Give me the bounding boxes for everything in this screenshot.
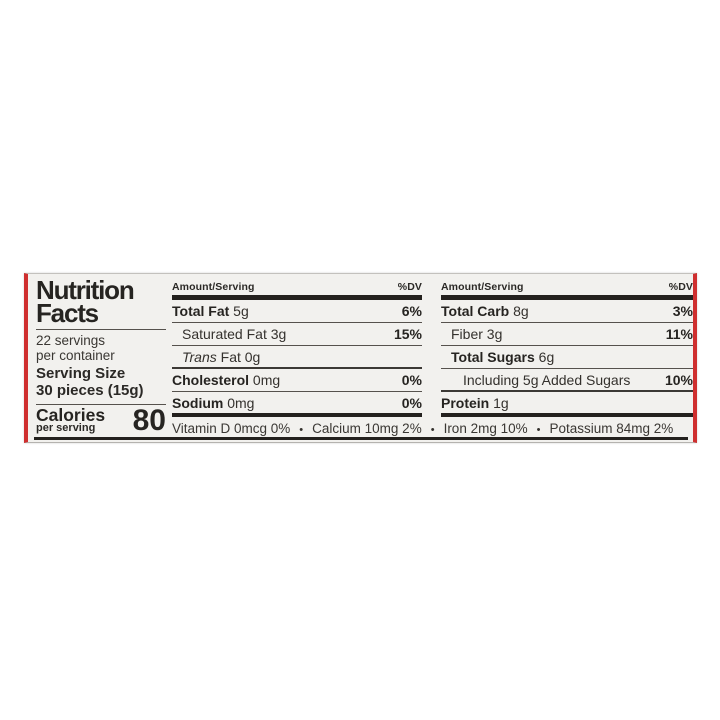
nutrient-name: Trans Fat 0g — [182, 348, 261, 365]
nutrient-name: Total Carb 8g — [441, 303, 529, 319]
percent-dv-header: %DV — [397, 281, 422, 293]
divider — [36, 329, 166, 330]
bottom-rule — [34, 437, 688, 440]
divider — [36, 404, 166, 405]
bullet-separator: • — [299, 424, 304, 436]
nutrient-rows-right: Total Carb 8g 3% Fiber 3g 11% Total Sugars 6… — [441, 300, 693, 417]
amount-per-serving-header: Amount/Serving — [441, 281, 524, 293]
nutrient-name: Including 5g Added Sugars — [463, 371, 631, 388]
label-title: Nutrition Facts — [36, 275, 170, 328]
nutrient-dv-value: 3% — [672, 303, 693, 319]
nutrient-row: Total Carb 8g 3% — [441, 300, 693, 323]
nutrient-row: Saturated Fat 3g 15% — [172, 323, 422, 346]
nutrient-row: Total Sugars 6g — [441, 346, 693, 369]
nutrient-dv-value: 11% — [665, 326, 693, 342]
nutrient-name: Total Sugars 6g — [451, 349, 555, 365]
calories-sublabel: per serving — [36, 422, 96, 434]
nutrient-name: Saturated Fat 3g — [182, 326, 287, 342]
nutrient-dv-value: 6% — [401, 303, 422, 319]
serving-size: Serving Size 30 pieces (15g) — [36, 365, 170, 399]
calories-label-block: Calories per serving — [36, 405, 106, 434]
thick-bar — [441, 295, 693, 300]
vitamin-item: Calcium 10mg 2% — [312, 421, 422, 436]
nutrient-name: Sodium 0mg — [172, 394, 255, 411]
nutrient-name: Fiber 3g — [451, 326, 503, 342]
nutrient-dv-value: 0% — [401, 394, 422, 411]
nutrition-column-left: Nutrition Facts 22 servings per containe… — [36, 275, 170, 437]
column-header: Amount/Serving %DV — [172, 282, 422, 293]
bullet-separator: • — [430, 424, 435, 436]
label-title-line2: Facts — [36, 298, 99, 328]
nutrient-name: Cholesterol 0mg — [172, 372, 281, 388]
nutrient-dv-value: 0% — [401, 372, 422, 388]
nutrient-name: Total Fat 5g — [172, 303, 249, 319]
nutrient-row: Including 5g Added Sugars 10% — [441, 369, 693, 392]
servings-per-container: 22 servings per container — [36, 333, 170, 363]
nutrient-name: Protein 1g — [441, 394, 509, 411]
nutrient-row: Sodium 0mg 0% — [172, 392, 422, 417]
label-title-line1: Nutrition — [36, 275, 135, 305]
nutrient-row: Protein 1g — [441, 392, 693, 417]
bullet-separator: • — [536, 424, 541, 436]
nutrient-row: Fiber 3g 11% — [441, 323, 693, 346]
vitamin-item: Vitamin D 0mcg 0% — [172, 421, 291, 436]
percent-dv-header: %DV — [668, 281, 693, 293]
column-header: Amount/Serving %DV — [441, 282, 693, 293]
calories-row: Calories per serving 80 — [36, 404, 166, 437]
nutrient-row: Total Fat 5g 6% — [172, 300, 422, 323]
serving-size-label: Serving Size — [36, 365, 126, 382]
servings-line1: 22 servings — [36, 333, 106, 348]
thick-bar — [172, 295, 422, 300]
serving-size-value: 30 pieces (15g) — [36, 381, 144, 399]
nutrient-row: Cholesterol 0mg 0% — [172, 369, 422, 392]
amount-per-serving-header: Amount/Serving — [172, 281, 255, 293]
calories-label: Calories — [36, 405, 106, 425]
nutrient-dv-value: 10% — [664, 371, 693, 388]
nutrient-dv-value: 15% — [393, 326, 422, 342]
vitamin-item: Iron 2mg 10% — [443, 421, 528, 436]
servings-line2: per container — [36, 348, 115, 363]
nutrition-facts-label: Nutrition Facts 22 servings per containe… — [24, 273, 697, 443]
vitamin-item: Potassium 84mg 2% — [549, 421, 674, 436]
nutrition-column-middle: Amount/Serving %DV Total Fat 5g 6% Saturat… — [172, 282, 422, 417]
nutrition-column-right: Amount/Serving %DV Total Carb 8g 3% Fiber … — [441, 282, 693, 417]
nutrient-rows-middle: Total Fat 5g 6% Saturated Fat 3g 15% Trans F… — [172, 300, 422, 417]
vitamins-minerals-row: Vitamin D 0mcg 0% • Calcium 10mg 2% • Iron 2… — [172, 421, 693, 436]
calories-value: 80 — [132, 404, 166, 437]
nutrient-row: Trans Fat 0g — [172, 346, 422, 369]
